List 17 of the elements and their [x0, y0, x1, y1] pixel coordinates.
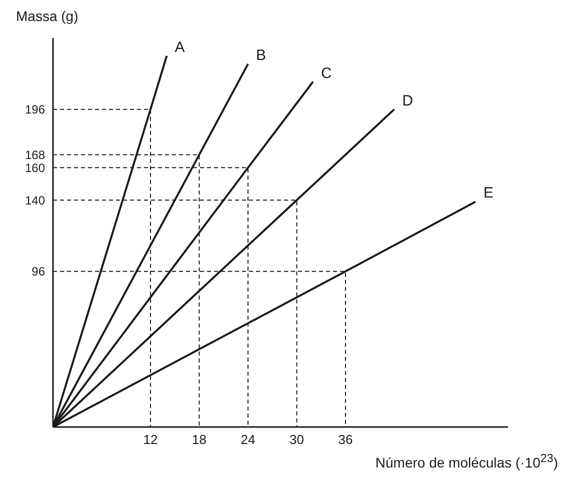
x-tick-label: 36	[338, 432, 353, 448]
series-label: E	[484, 184, 494, 202]
y-axis-title: Massa (g)	[16, 8, 78, 24]
x-tick-label: 30	[290, 432, 304, 448]
y-tick-label: 168	[24, 148, 46, 162]
x-tick-label: 12	[143, 432, 158, 448]
y-tick-label: 96	[32, 264, 46, 279]
series-label: A	[174, 38, 185, 56]
series-label: D	[402, 92, 414, 110]
x-tick-label: 18	[192, 432, 206, 448]
y-tick-label: 140	[24, 193, 46, 208]
series-label: B	[256, 46, 266, 64]
y-tick-label: 196	[24, 102, 46, 117]
y-tick-label: 160	[24, 160, 46, 175]
x-tick-label: 24	[240, 432, 256, 448]
series-label: C	[321, 64, 332, 82]
x-axis-title: Número de moléculas (·10$^{23}$)	[375, 452, 558, 471]
